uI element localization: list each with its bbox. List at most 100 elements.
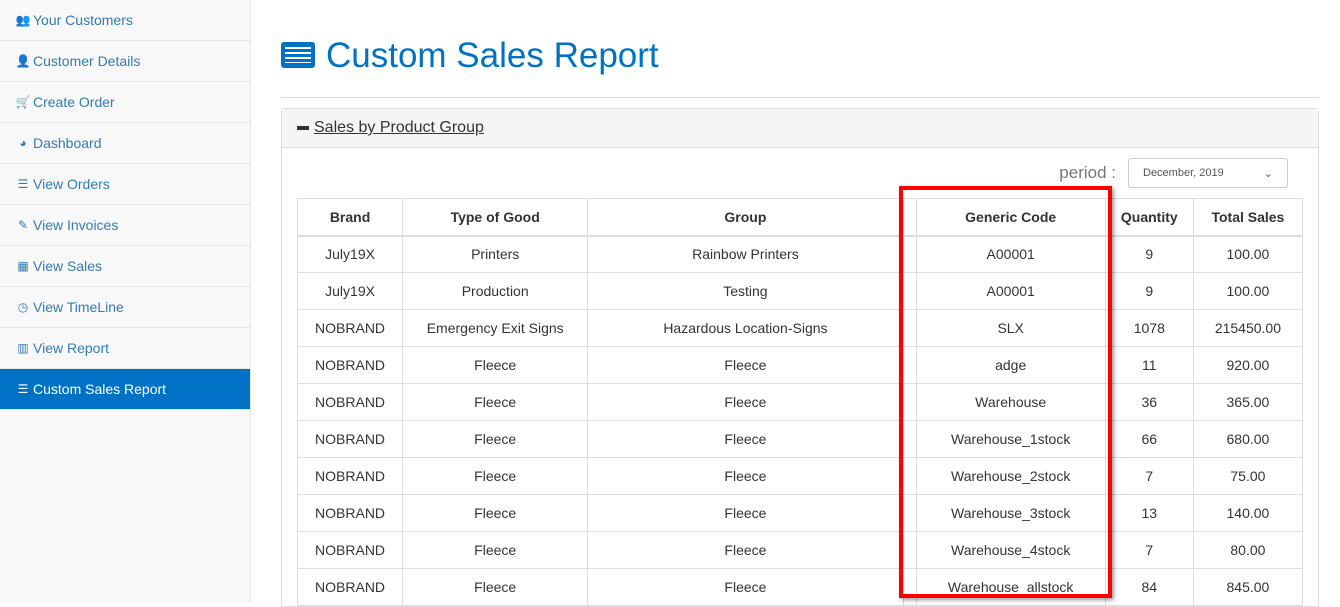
table-cell: 100.00 — [1192, 235, 1304, 273]
sidebar-item-label: Customer Details — [33, 53, 141, 69]
sidebar-item-label: View TimeLine — [33, 299, 124, 315]
table-cell: A00001 — [915, 235, 1106, 273]
users-icon: 👥 — [15, 13, 31, 27]
column-header: Group — [587, 198, 904, 237]
table-row: NOBRAND Fleece Fleece Warehouse_1stock 66 680… — [296, 420, 1304, 458]
table-row: NOBRAND Fleece Fleece Warehouse_4stock 7 80.0… — [296, 531, 1304, 569]
column-header: Generic Code — [915, 198, 1106, 237]
period-filter: period : December, 2019 ⌄ — [282, 148, 1318, 198]
sidebar-item-label: Create Order — [33, 94, 115, 110]
sales-panel: Sales by Product Group period : December… — [281, 108, 1319, 607]
sidebar-item-label: View Sales — [33, 258, 103, 274]
table-cell: Warehouse — [915, 383, 1106, 421]
sidebar-item-create-order[interactable]: 🛒 Create Order — [0, 82, 250, 123]
dashboard-icon: ◕ — [19, 136, 27, 150]
table-cell — [902, 494, 917, 532]
table-cell: 7 — [1104, 457, 1194, 495]
table-cell: Testing — [587, 272, 904, 310]
cart-icon: 🛒 — [15, 95, 31, 109]
sidebar-item-label: View Invoices — [33, 217, 119, 233]
table-cell: NOBRAND — [296, 383, 404, 421]
user-icon: 👤 — [15, 54, 31, 68]
table-cell: Hazardous Location-Signs — [587, 309, 904, 347]
table-cell: NOBRAND — [296, 531, 404, 569]
sidebar-item-custom-sales-report[interactable]: ☰ Custom Sales Report — [0, 369, 250, 410]
column-header: Total Sales — [1192, 198, 1304, 237]
table-cell: Warehouse_2stock — [915, 457, 1106, 495]
sidebar-item-view-sales[interactable]: ▦ View Sales — [0, 246, 250, 287]
table-cell: Fleece — [402, 531, 589, 569]
table-icon: ▦ — [17, 259, 29, 273]
table-cell: Fleece — [587, 420, 904, 458]
column-header: Brand — [296, 198, 404, 237]
table-cell — [902, 272, 917, 310]
sidebar-item-your-customers[interactable]: 👥 Your Customers — [0, 0, 250, 41]
table-cell: Fleece — [402, 457, 589, 495]
table-cell: 9 — [1104, 272, 1194, 310]
period-select[interactable]: December, 2019 ⌄ — [1128, 158, 1288, 188]
table-cell: adge — [915, 346, 1106, 384]
sidebar-item-label: Your Customers — [33, 12, 133, 28]
table-cell: Fleece — [402, 494, 589, 532]
table-cell: 75.00 — [1192, 457, 1304, 495]
table-cell: 920.00 — [1192, 346, 1304, 384]
sidebar-item-view-orders[interactable]: ☰ View Orders — [0, 164, 250, 205]
table-cell: NOBRAND — [296, 494, 404, 532]
sidebar-item-dashboard[interactable]: ◕ Dashboard — [0, 123, 250, 164]
page-title: Custom Sales Report — [281, 36, 1319, 98]
table-cell: 11 — [1104, 346, 1194, 384]
table-cell: 80.00 — [1192, 531, 1304, 569]
table-cell — [902, 531, 917, 569]
collapse-icon[interactable] — [297, 126, 309, 130]
sidebar-item-view-timeline[interactable]: ◷ View TimeLine — [0, 287, 250, 328]
table-cell: SLX — [915, 309, 1106, 347]
table-cell: Fleece — [402, 346, 589, 384]
table-row: NOBRAND Fleece Fleece Warehouse_allstock 84 8… — [296, 568, 1304, 606]
table-cell: 680.00 — [1192, 420, 1304, 458]
sales-table: Brand Type of Good Group Generic Code Quanti… — [296, 198, 1304, 606]
table-cell: Production — [402, 272, 589, 310]
table-row: NOBRAND Emergency Exit Signs Hazardous Loc… — [296, 309, 1304, 347]
table-cell: 7 — [1104, 531, 1194, 569]
table-cell: NOBRAND — [296, 309, 404, 347]
column-header — [902, 198, 917, 237]
table-row: July19X Production Testing A00001 9 100.00 — [296, 272, 1304, 310]
table-row: NOBRAND Fleece Fleece Warehouse_2stock 7 75.0… — [296, 457, 1304, 495]
table-cell: 84 — [1104, 568, 1194, 606]
table-cell — [902, 383, 917, 421]
sidebar-item-label: View Orders — [33, 176, 110, 192]
table-cell — [902, 457, 917, 495]
table-row: NOBRAND Fleece Fleece Warehouse 36 365.00 — [296, 383, 1304, 421]
table-cell: 1078 — [1104, 309, 1194, 347]
table-cell: Emergency Exit Signs — [402, 309, 589, 347]
table-cell: 36 — [1104, 383, 1194, 421]
table-cell — [902, 235, 917, 273]
table-row: NOBRAND Fleece Fleece Warehouse_3stock 13 140… — [296, 494, 1304, 532]
clock-icon: ◷ — [17, 300, 29, 314]
chevron-down-icon: ⌄ — [1263, 167, 1273, 180]
table-cell: NOBRAND — [296, 420, 404, 458]
table-cell: July19X — [296, 235, 404, 273]
table-cell — [902, 346, 917, 384]
panel-title-link[interactable]: Sales by Product Group — [314, 119, 484, 136]
table-row: July19X Printers Rainbow Printers A00001 9 10… — [296, 235, 1304, 273]
table-cell: 66 — [1104, 420, 1194, 458]
sidebar-item-view-report[interactable]: ▥ View Report — [0, 328, 250, 369]
table-cell: Fleece — [587, 568, 904, 606]
table-cell — [902, 309, 917, 347]
table-cell: 100.00 — [1192, 272, 1304, 310]
list-icon — [281, 42, 315, 68]
table-cell: Fleece — [587, 383, 904, 421]
sidebar-item-view-invoices[interactable]: ✎ View Invoices — [0, 205, 250, 246]
table-cell: Fleece — [587, 494, 904, 532]
list-icon: ☰ — [17, 382, 29, 396]
table-cell: Warehouse_allstock — [915, 568, 1106, 606]
table-cell: Fleece — [587, 457, 904, 495]
table-cell: Fleece — [402, 568, 589, 606]
table-cell: 845.00 — [1192, 568, 1304, 606]
table-cell: NOBRAND — [296, 346, 404, 384]
panel-header[interactable]: Sales by Product Group — [282, 109, 1318, 148]
table-cell — [902, 420, 917, 458]
sidebar-item-customer-details[interactable]: 👤 Customer Details — [0, 41, 250, 82]
table-cell: Warehouse_3stock — [915, 494, 1106, 532]
